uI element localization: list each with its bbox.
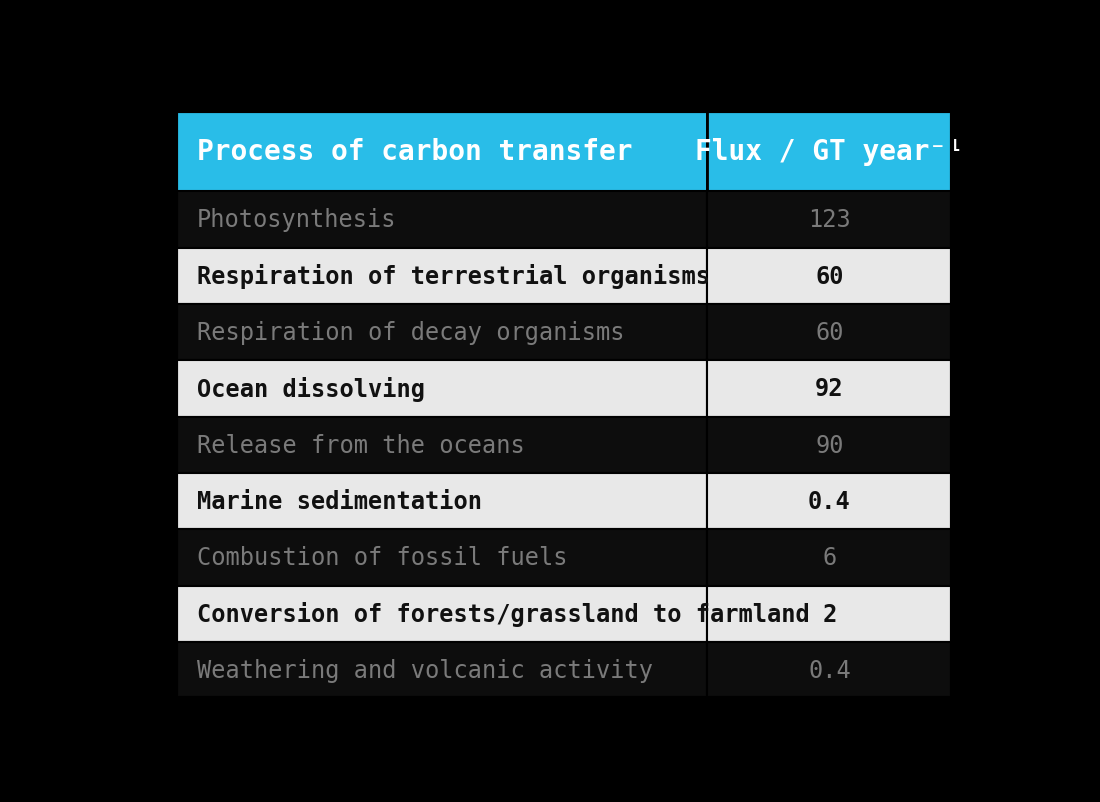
Bar xyxy=(176,417,707,473)
Bar xyxy=(176,473,707,529)
Bar xyxy=(707,305,952,361)
Bar xyxy=(707,361,952,417)
Bar xyxy=(176,192,707,249)
Bar xyxy=(707,642,952,699)
Bar xyxy=(707,192,952,249)
Text: 90: 90 xyxy=(815,433,844,457)
Text: Photosynthesis: Photosynthesis xyxy=(197,208,397,232)
Text: Conversion of forests/grassland to farmland: Conversion of forests/grassland to farml… xyxy=(197,602,810,626)
Text: 123: 123 xyxy=(808,208,850,232)
Bar xyxy=(707,585,952,642)
Text: 60: 60 xyxy=(815,321,844,345)
Text: Respiration of terrestrial organisms: Respiration of terrestrial organisms xyxy=(197,264,711,289)
Text: Respiration of decay organisms: Respiration of decay organisms xyxy=(197,321,625,345)
Bar xyxy=(176,361,707,417)
Bar xyxy=(707,473,952,529)
Text: Ocean dissolving: Ocean dissolving xyxy=(197,376,426,401)
Bar xyxy=(176,585,707,642)
Text: Process of carbon transfer: Process of carbon transfer xyxy=(197,138,632,166)
Bar xyxy=(176,249,707,305)
Bar xyxy=(707,417,952,473)
Bar xyxy=(707,111,952,192)
Text: Flux / GT year⁻¹: Flux / GT year⁻¹ xyxy=(695,138,964,166)
Text: 0.4: 0.4 xyxy=(808,489,850,513)
Text: 0.4: 0.4 xyxy=(808,658,850,683)
Bar xyxy=(176,305,707,361)
Bar xyxy=(707,529,952,585)
Text: Marine sedimentation: Marine sedimentation xyxy=(197,489,482,513)
Text: 60: 60 xyxy=(815,265,844,289)
Text: 2: 2 xyxy=(823,602,837,626)
Text: Release from the oceans: Release from the oceans xyxy=(197,433,525,457)
Bar xyxy=(176,111,707,192)
Text: 92: 92 xyxy=(815,377,844,401)
Text: Weathering and volcanic activity: Weathering and volcanic activity xyxy=(197,658,653,683)
Bar xyxy=(176,642,707,699)
Bar xyxy=(707,249,952,305)
Text: Combustion of fossil fuels: Combustion of fossil fuels xyxy=(197,545,568,569)
Bar xyxy=(176,529,707,585)
Text: 6: 6 xyxy=(823,545,837,569)
